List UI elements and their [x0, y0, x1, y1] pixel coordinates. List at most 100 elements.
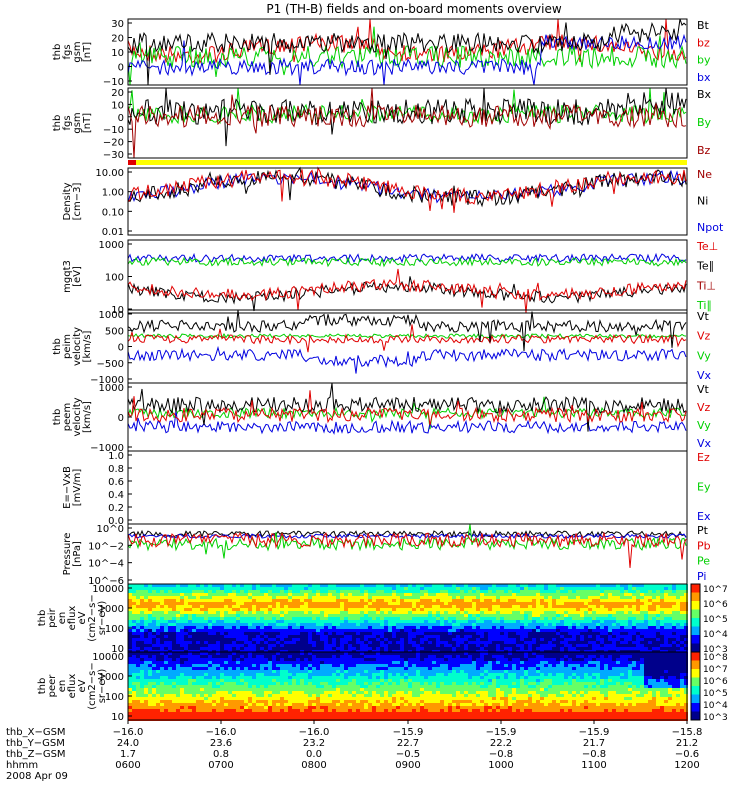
- y-axis-label: peir: [47, 607, 58, 627]
- panel-p6: 1000 0 −1000 thb peem velocity [km/s] Vt Vz Vy Vx: [52, 382, 712, 454]
- legend-entry: Pt: [697, 524, 709, 537]
- y-axis-label: Pressure: [62, 533, 73, 576]
- y-tick-label: −1000: [90, 443, 124, 454]
- y-tick-label: 0.0: [108, 516, 124, 527]
- orbit-value: −15.8: [672, 727, 703, 738]
- y-axis-label: thb: [52, 44, 63, 61]
- legend-entry: Vt: [697, 310, 710, 323]
- legend-entry: Vy: [697, 349, 711, 362]
- legend-entry: Bz: [697, 144, 711, 157]
- orbit-value: −16.0: [206, 727, 237, 738]
- y-tick-label: −10: [103, 77, 124, 88]
- y-axis-label: sr−eV): [97, 669, 108, 704]
- y-axis-label: gsm: [72, 112, 83, 133]
- y-axis-label: eV: [77, 611, 88, 624]
- colorbar: 10^8 10^7 10^6 10^5 10^4 10^3: [690, 651, 728, 723]
- panel-p4: 1000 100 10 mgqt3 [eV] Te⊥ Te∥ Ti⊥ Ti∥: [62, 239, 718, 316]
- y-tick-label: 1000: [99, 240, 124, 251]
- status-bar-red: [128, 160, 136, 165]
- legend-entry: Vx: [697, 437, 712, 450]
- y-tick-label: −500: [97, 359, 124, 370]
- legend-entry: Ez: [697, 451, 710, 464]
- legend-entry: Pi: [697, 570, 706, 583]
- y-axis-label: sr−eV): [97, 601, 108, 636]
- y-tick-label: 10000: [92, 652, 124, 663]
- y-tick-label: 1000: [99, 672, 124, 683]
- status-bar-yellow: [128, 160, 687, 165]
- legend-entry: Ey: [697, 481, 711, 494]
- series-line-by: [127, 26, 687, 86]
- orbit-value: −16.0: [113, 727, 144, 738]
- legend-entry: Pe: [697, 555, 710, 568]
- orbit-value: 0900: [395, 760, 420, 771]
- legend-entry: Te∥: [696, 260, 714, 273]
- y-tick-label: 0.4: [108, 490, 124, 501]
- orbit-value: 21.2: [676, 738, 698, 749]
- panel-frame: [127, 239, 688, 314]
- y-tick-label: 10000: [92, 584, 124, 595]
- y-tick-label: 10^−4: [88, 559, 124, 570]
- panel-frame: [127, 87, 688, 159]
- colorbar-label: 10^7: [703, 665, 728, 675]
- y-tick-label: 0: [118, 63, 124, 74]
- y-axis-label: [nT]: [82, 42, 93, 62]
- series-line-Bt: [127, 18, 687, 86]
- colorbar-label: 10^4: [703, 630, 728, 640]
- y-axis-label: fgs: [62, 115, 73, 130]
- legend-entry: bz: [697, 36, 710, 49]
- panel-frame: [127, 450, 688, 525]
- colorbar-label: 10^5: [703, 689, 728, 699]
- colorbar-label: 10^8: [703, 653, 728, 663]
- series-line-Ne: [127, 166, 687, 213]
- colorbar-label: 10^6: [703, 677, 728, 687]
- y-tick-label: 10: [111, 100, 124, 111]
- orbit-value: −0.8: [489, 749, 513, 760]
- series-line-Vt: [127, 309, 687, 352]
- legend-entry: Ne: [697, 168, 712, 181]
- series-line-Vx: [127, 410, 687, 435]
- series-line-Te-perp: [127, 252, 687, 264]
- colorbar: 10^7 10^6 10^5 10^4 10^3: [690, 583, 728, 655]
- y-tick-label: 10: [111, 305, 124, 316]
- y-tick-label: 500: [105, 326, 124, 337]
- y-axis-label: eflux: [67, 606, 78, 631]
- colorbar-label: 10^7: [703, 585, 728, 595]
- legend-entry: Bt: [697, 19, 710, 32]
- orbit-value: 24.0: [117, 738, 139, 749]
- orbit-value: 23.6: [210, 738, 232, 749]
- panel-p9: 10^7 10^6 10^5 10^4 10^3 10000 1000 100 10 thb pei…: [37, 583, 728, 655]
- y-axis-label: gsm: [72, 41, 83, 62]
- y-tick-label: 0.2: [108, 503, 124, 514]
- series-line-Bz: [127, 87, 687, 159]
- series-line-Vy: [127, 396, 687, 430]
- y-axis-label: thb: [52, 409, 63, 426]
- y-axis-label: [cm−3]: [72, 183, 83, 221]
- y-tick-label: 10.00: [95, 168, 124, 179]
- orbit-row-label: hhmm: [6, 760, 38, 771]
- orbit-value: 21.7: [583, 738, 605, 749]
- orbit-value: 0.0: [306, 749, 322, 760]
- y-tick-label: 0.6: [108, 477, 124, 488]
- y-axis-label: velocity: [72, 397, 83, 436]
- series-line-Ti-perp: [127, 268, 687, 314]
- y-tick-label: 20: [111, 88, 124, 99]
- legend-entry: By: [697, 116, 712, 129]
- y-axis-label: velocity: [72, 327, 83, 366]
- panel-p8: 10^0 10^−2 10^−4 10^−6 Pressure [nPa] Pt Pb Pe Pi: [62, 523, 711, 587]
- y-axis-label: [eV]: [72, 266, 83, 287]
- y-tick-label: 30: [111, 19, 124, 30]
- y-axis-label: peer: [47, 674, 58, 698]
- y-axis-label: [nT]: [82, 113, 93, 133]
- date-label: 2008 Apr 09: [6, 771, 68, 782]
- orbit-table: thb_X−GSM −16.0 −16.0 −16.0 −15.9 −15.9 −15.9 −…: [6, 720, 702, 782]
- orbit-value: −0.6: [675, 749, 699, 760]
- y-axis-label: [km/s]: [82, 330, 93, 362]
- y-tick-label: 1000: [99, 604, 124, 615]
- y-tick-label: 10^−6: [88, 576, 124, 587]
- orbit-value: 22.2: [490, 738, 512, 749]
- orbit-value: 22.7: [397, 738, 419, 749]
- legend-entry: bx: [697, 71, 711, 84]
- legend-entry: Npot: [697, 221, 724, 234]
- y-tick-label: 100: [105, 624, 124, 635]
